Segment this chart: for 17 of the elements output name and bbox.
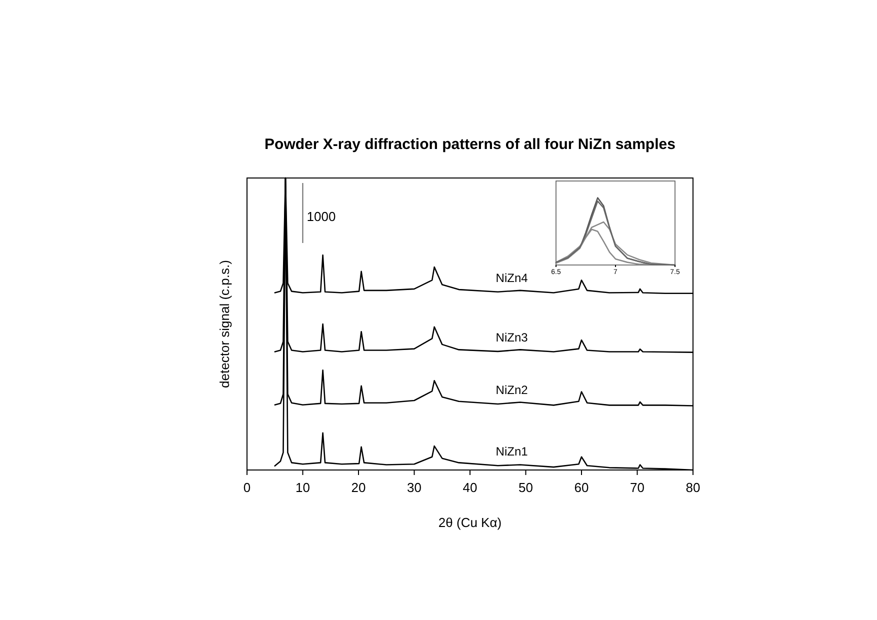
x-tick-label: 0 <box>243 480 251 495</box>
x-tick-label: 30 <box>407 480 422 495</box>
x-tick-label: 10 <box>296 480 310 495</box>
x-tick-label: 60 <box>574 480 589 495</box>
x-tick-label: 40 <box>462 480 478 495</box>
series-label: NiZn3 <box>496 330 528 344</box>
y-axis-title: detector signal (c.p.s.) <box>217 260 232 388</box>
chart-title: Powder X-ray diffraction patterns of all four NiZn samples <box>264 136 676 153</box>
series-label: NiZn2 <box>496 383 528 398</box>
x-axis-title: 2θ (Cu Kα) <box>438 515 502 530</box>
annotation: 1000 <box>306 209 336 224</box>
series-label: NiZn1 <box>496 444 528 459</box>
x-tick-label: 50 <box>518 480 533 495</box>
x-tick-label: 80 <box>686 480 700 495</box>
x-tick-label: 70 <box>630 480 644 495</box>
x-tick-label: 20 <box>351 480 366 495</box>
series-label: NiZn4 <box>496 270 528 285</box>
